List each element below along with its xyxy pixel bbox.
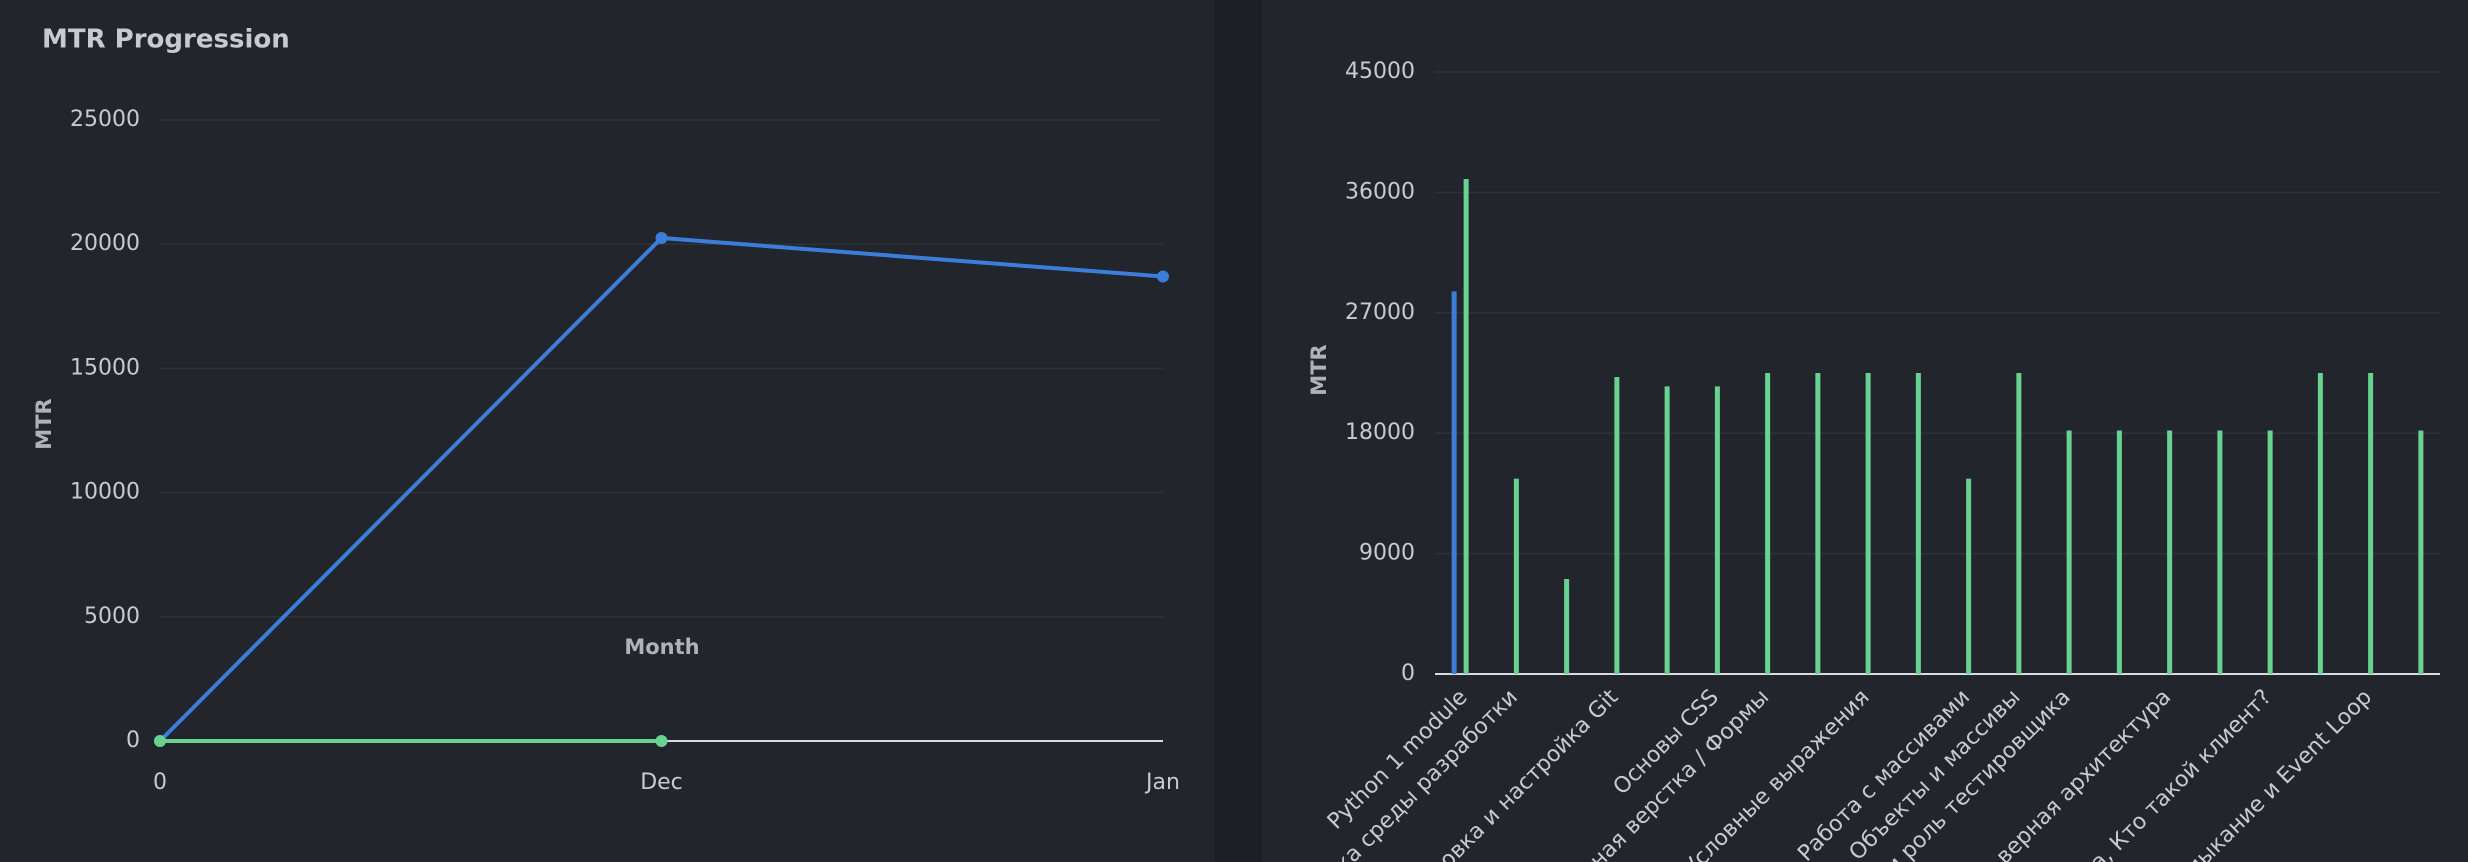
y-tick-label: 27000 xyxy=(1345,300,1415,325)
y-axis-label: MTR xyxy=(1307,344,1331,395)
point xyxy=(154,735,166,747)
left-panel xyxy=(0,0,1215,862)
bar xyxy=(1564,579,1570,674)
bar xyxy=(1513,478,1519,674)
bar xyxy=(2317,373,2323,674)
point xyxy=(1157,270,1169,283)
bar xyxy=(1815,373,1821,674)
bar xyxy=(2167,430,2173,674)
y-tick-label: 25000 xyxy=(70,107,140,132)
bar xyxy=(1463,179,1469,674)
bar xyxy=(1966,478,1972,674)
bar xyxy=(1915,373,1921,674)
bar xyxy=(1451,291,1457,674)
point xyxy=(655,231,668,244)
y-tick-label: 0 xyxy=(126,728,140,753)
bar xyxy=(1664,386,1670,674)
bar xyxy=(2016,373,2022,674)
y-tick-label: 45000 xyxy=(1345,59,1415,84)
x-tick-label: 0 xyxy=(153,770,167,795)
bar xyxy=(2418,430,2424,674)
x-axis-label: Month xyxy=(624,635,699,659)
y-tick-label: 5000 xyxy=(84,604,140,629)
x-tick-label: Dec xyxy=(640,770,683,795)
bar xyxy=(2267,430,2273,674)
bar xyxy=(1714,386,1720,674)
bar xyxy=(2217,430,2223,674)
x-tick-label: Jan xyxy=(1144,770,1180,795)
bar xyxy=(2368,373,2374,674)
y-tick-label: 18000 xyxy=(1345,420,1415,445)
y-axis-label: MTR xyxy=(32,398,56,449)
y-tick-label: 20000 xyxy=(70,231,140,256)
right-panel xyxy=(1262,0,2468,862)
y-tick-label: 0 xyxy=(1401,661,1415,686)
bar xyxy=(1614,377,1620,674)
bar xyxy=(1765,373,1771,674)
y-tick-label: 15000 xyxy=(70,355,140,380)
y-tick-label: 9000 xyxy=(1359,541,1415,566)
y-tick-label: 10000 xyxy=(70,480,140,505)
point xyxy=(655,735,668,747)
y-tick-label: 36000 xyxy=(1345,179,1415,204)
bar xyxy=(2116,430,2122,674)
bar xyxy=(1865,373,1871,674)
bar xyxy=(2066,430,2072,674)
chart-title: MTR Progression xyxy=(42,25,290,55)
